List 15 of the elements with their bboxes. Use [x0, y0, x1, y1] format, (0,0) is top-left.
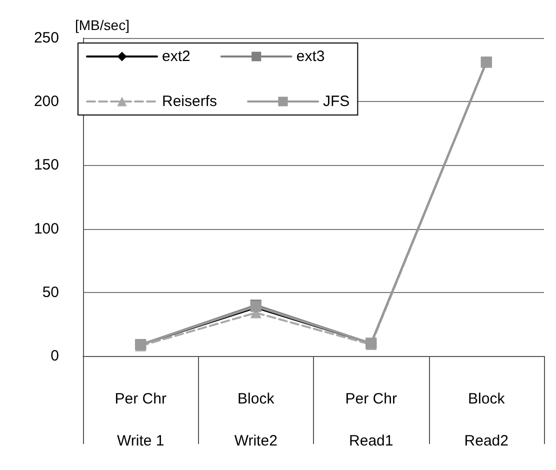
category-label: Per Chr Read1	[345, 390, 397, 450]
category-label: Block Read2	[464, 390, 508, 450]
legend-label: JFS	[323, 93, 350, 110]
legend-label: ext2	[162, 48, 190, 65]
y-axis-title: [MB/sec]	[75, 17, 130, 33]
y-tick-label: 150	[34, 156, 59, 174]
category-label: Per Chr Write 1	[114, 390, 166, 450]
y-tick-label: 50	[42, 284, 59, 301]
y-tick-label: 200	[34, 93, 59, 110]
y-tick-label: 0	[50, 348, 59, 364]
category-label: Block Write2	[234, 390, 278, 450]
y-tick-label: 250	[34, 30, 59, 46]
legend-label: ext3	[296, 48, 325, 65]
legend-label: Reiserfs	[162, 93, 218, 110]
y-tick-label: 100	[34, 220, 59, 238]
